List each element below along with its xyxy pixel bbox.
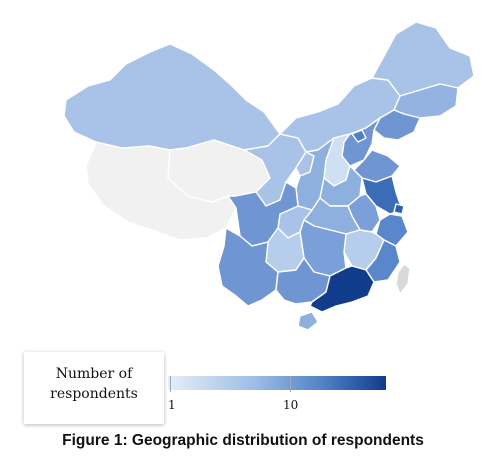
region-yunnan xyxy=(217,227,279,307)
scale-label-1: 1 xyxy=(168,398,176,412)
region-beijing xyxy=(351,129,367,143)
region-taiwan xyxy=(395,263,411,295)
region-tibet xyxy=(85,141,237,241)
legend-title-line1: Number of xyxy=(55,366,133,382)
legend-title-line2: respondents xyxy=(50,386,138,402)
region-guangdong xyxy=(309,265,375,313)
region-hainan xyxy=(297,311,319,331)
scale-tick-10 xyxy=(290,376,291,392)
scale-tick-1 xyxy=(170,376,171,392)
legend-box: Number of respondents xyxy=(24,352,164,424)
region-xinjiang xyxy=(63,43,281,151)
china-choropleth-map xyxy=(63,21,475,331)
scale-label-10: 10 xyxy=(283,398,299,412)
region-liaoning xyxy=(373,109,421,141)
color-scale-bar xyxy=(168,376,386,390)
figure-caption: Figure 1: Geographic distribution of res… xyxy=(62,432,424,449)
region-shanghai xyxy=(393,203,405,215)
